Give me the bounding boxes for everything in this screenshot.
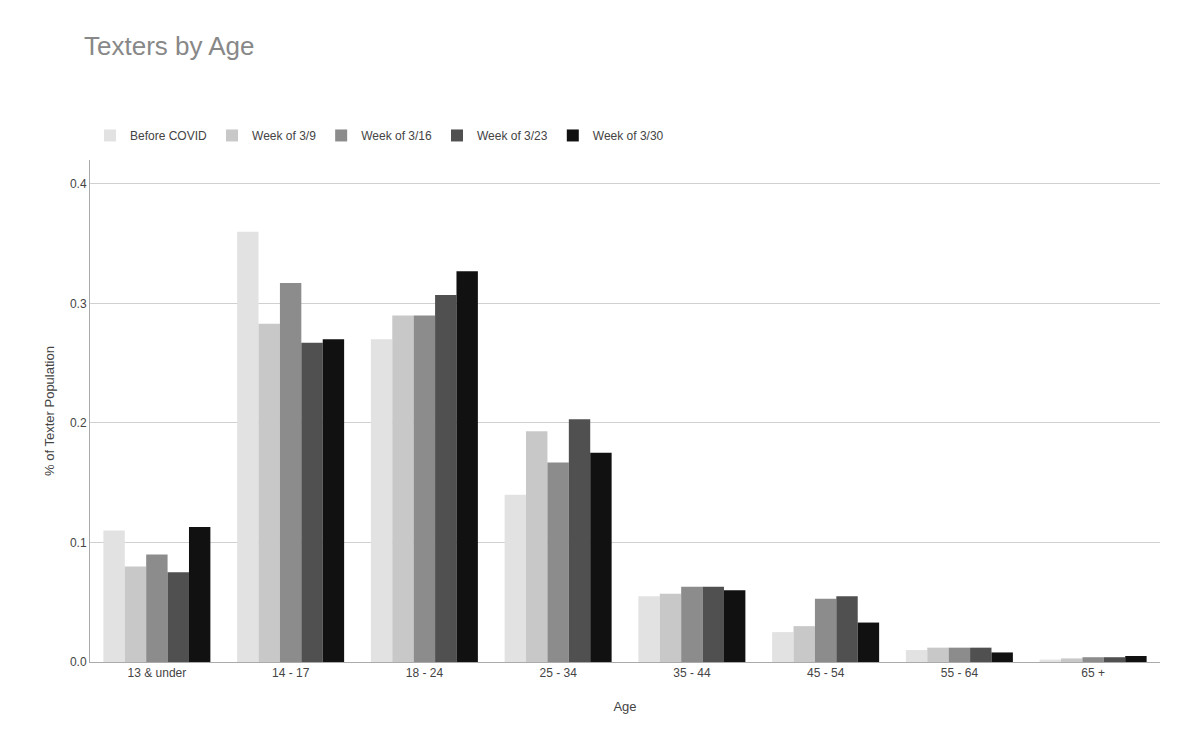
svg-text:55 - 64: 55 - 64 [941, 666, 979, 680]
svg-text:0.3: 0.3 [70, 297, 87, 311]
svg-text:45 - 54: 45 - 54 [807, 666, 845, 680]
svg-text:Before COVID: Before COVID [130, 129, 207, 143]
svg-text:35 - 44: 35 - 44 [673, 666, 711, 680]
svg-text:Texters by Age: Texters by Age [84, 31, 255, 61]
svg-text:Week of 3/30: Week of 3/30 [593, 129, 664, 143]
svg-text:25 - 34: 25 - 34 [539, 666, 577, 680]
svg-text:% of Texter Population: % of Texter Population [42, 346, 57, 476]
svg-text:13 & under: 13 & under [128, 666, 187, 680]
svg-text:0.2: 0.2 [70, 416, 87, 430]
svg-text:Age: Age [613, 699, 636, 714]
svg-text:Week of 3/9: Week of 3/9 [252, 129, 316, 143]
svg-text:65 +: 65 + [1081, 666, 1105, 680]
svg-text:18 - 24: 18 - 24 [406, 666, 444, 680]
svg-text:14 - 17: 14 - 17 [272, 666, 310, 680]
svg-text:Week of 3/23: Week of 3/23 [477, 129, 548, 143]
svg-text:0.0: 0.0 [70, 655, 87, 669]
svg-text:0.1: 0.1 [70, 536, 87, 550]
svg-text:0.4: 0.4 [70, 177, 87, 191]
svg-text:Week of 3/16: Week of 3/16 [361, 129, 432, 143]
